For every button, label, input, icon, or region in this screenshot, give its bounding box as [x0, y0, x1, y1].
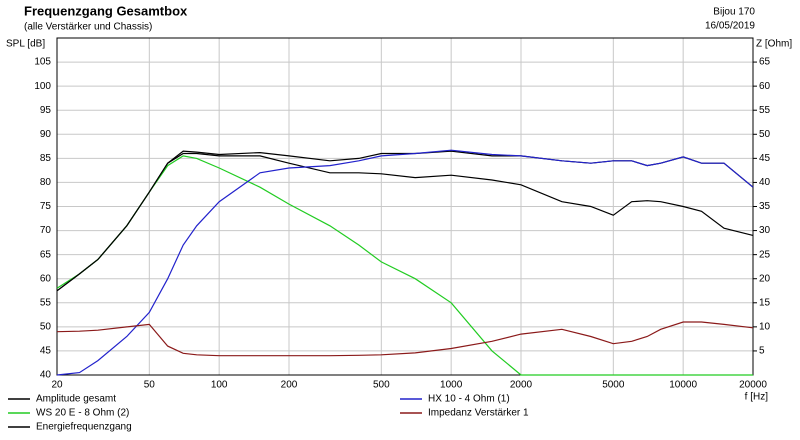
series-line: [56, 321, 754, 357]
y-tick-label: 65: [40, 249, 52, 260]
y2-tick-label: 35: [759, 201, 771, 212]
x-tick-label: 5000: [602, 380, 625, 391]
x-tick-label: 200: [281, 380, 298, 391]
y-tick-label: 95: [40, 105, 52, 116]
x-tick-label: 500: [373, 380, 390, 391]
y2-tick-label: 60: [759, 81, 771, 92]
legend-label: HX 10 - 4 Ohm (1): [428, 394, 510, 405]
x-tick-label: 50: [144, 380, 156, 391]
series-line: [56, 149, 754, 376]
y2-tick-label: 55: [759, 105, 771, 116]
y-tick-label: 85: [40, 153, 52, 164]
x-tick-label: 20000: [739, 380, 767, 391]
y-tick-label: 100: [34, 81, 51, 92]
annotation: Bijou 170: [713, 7, 755, 18]
y-tick-label: 40: [40, 370, 52, 381]
chart-title: Frequenzgang Gesamtbox: [24, 3, 188, 18]
y-tick-label: 70: [40, 225, 52, 236]
chart-subtitle: (alle Verstärker und Chassis): [24, 22, 152, 33]
y-tick-label: 60: [40, 273, 52, 284]
legend-label: Amplitude gesamt: [36, 394, 116, 405]
x-tick-label: 2000: [510, 380, 533, 391]
series-line: [56, 155, 753, 376]
y2-tick-label: 45: [759, 153, 771, 164]
legend-label: WS 20 E - 8 Ohm (2): [36, 408, 129, 419]
y2-tick-label: 40: [759, 177, 771, 188]
x-tick-label: 1000: [440, 380, 463, 391]
y2-tick-label: 25: [759, 249, 771, 260]
y-tick-label: 75: [40, 201, 52, 212]
y-tick-label: 55: [40, 297, 52, 308]
legend-label: Energiefrequenzgang: [36, 422, 132, 433]
y2-tick-label: 15: [759, 297, 771, 308]
y-tick-label: 50: [40, 321, 52, 332]
x-axis-label: f [Hz]: [745, 392, 769, 403]
legend-label: Impedanz Verstärker 1: [428, 408, 529, 419]
y2-tick-label: 30: [759, 225, 771, 236]
y2-tick-label: 20: [759, 273, 771, 284]
y2-axis-label: Z [Ohm]: [756, 39, 792, 50]
y2-tick-label: 10: [759, 321, 771, 332]
annotation: 16/05/2019: [705, 21, 755, 32]
plot-frame: [56, 37, 754, 376]
series-line: [56, 152, 754, 292]
y2-tick-label: 65: [759, 57, 771, 68]
x-tick-label: 10000: [669, 380, 697, 391]
y-tick-label: 80: [40, 177, 52, 188]
y-tick-label: 45: [40, 346, 52, 357]
y-tick-label: 105: [34, 57, 51, 68]
y2-tick-label: 50: [759, 129, 771, 140]
y2-tick-label: 5: [759, 346, 765, 357]
y-tick-label: 90: [40, 129, 52, 140]
x-tick-label: 20: [51, 380, 63, 391]
x-tick-label: 100: [211, 380, 228, 391]
y-axis-label: SPL [dB]: [6, 39, 45, 50]
